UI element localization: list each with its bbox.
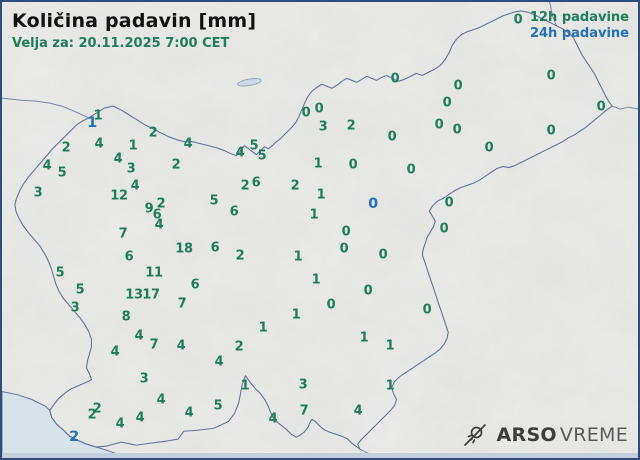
hungary-croatia-border-line <box>611 105 638 110</box>
italy-austria-border-line <box>2 97 89 119</box>
bottom-edge-strip <box>2 453 638 458</box>
legend-item-12h: 12h padavine <box>529 10 629 25</box>
crossed-sun-icon <box>463 424 486 446</box>
arso-vreme-logo: ARSO VREME <box>462 422 628 448</box>
brand-name: ARSO VREME <box>497 424 628 446</box>
page-title: Količina padavin [mm] <box>12 10 257 32</box>
legend: 12h padavine 24h padavine <box>530 10 629 42</box>
slovenia-border-outline <box>14 10 613 450</box>
validity-timestamp: Velja za: 20.11.2025 7:00 CET <box>12 36 230 51</box>
legend-item-24h: 24h padavine <box>529 26 629 41</box>
brand-product: VREME <box>559 424 628 446</box>
austria-hungary-border-line <box>549 2 557 26</box>
map-header: Količina padavin [mm] Velja za: 20.11.20… <box>12 10 256 51</box>
lake-shape <box>237 78 262 87</box>
brand-org: ARSO <box>496 424 557 446</box>
